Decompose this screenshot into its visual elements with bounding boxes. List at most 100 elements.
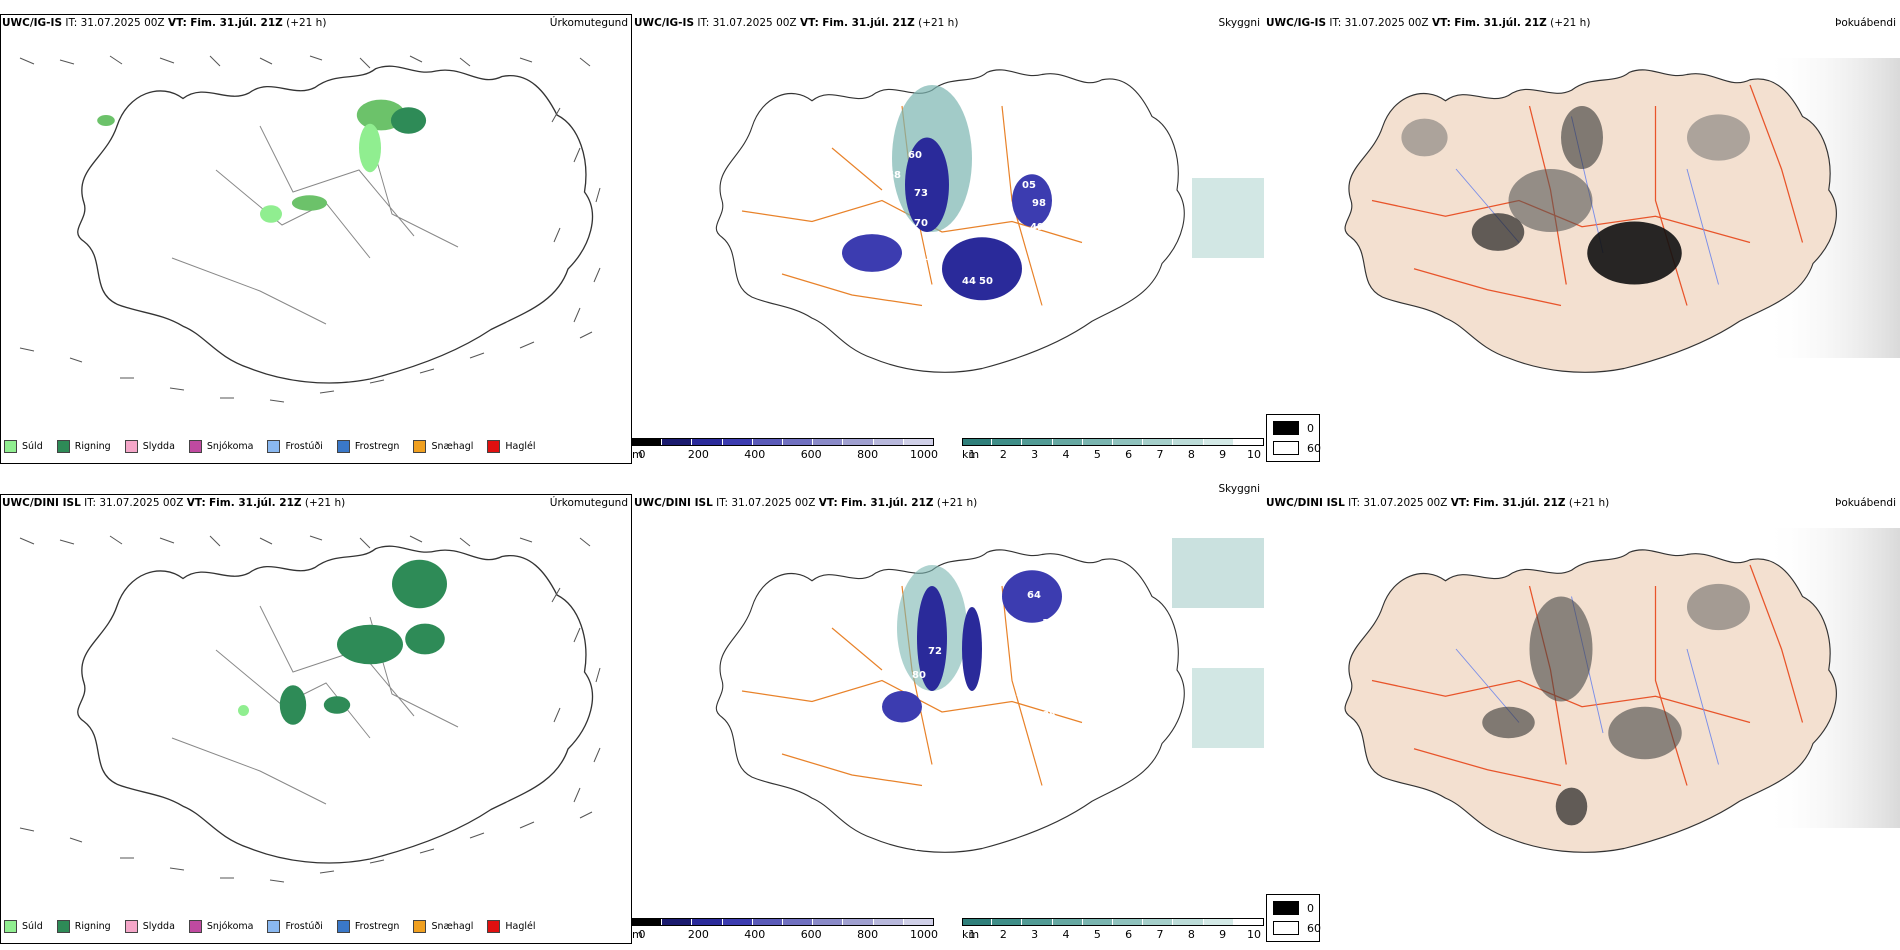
colorbar-segment [1143, 438, 1174, 446]
model-name: UWC/DINI ISL [1266, 497, 1345, 509]
svg-text:85: 85 [927, 690, 941, 701]
fog-legend-row: 0 [1273, 901, 1314, 915]
it-label: IT: [697, 17, 710, 29]
fog-legend-label: 60 [1307, 921, 1321, 935]
colorbar-tick-label: 9 [1219, 928, 1227, 941]
colorbar-tick-label: 400 [744, 448, 766, 461]
colorbar-tick-label: 6 [1125, 448, 1133, 461]
colorbar-tick-label: 5 [1093, 448, 1101, 461]
lead-time: (+21 h) [918, 17, 959, 29]
colorbar-tick-label: 800 [857, 448, 879, 461]
colorbar-frame [632, 438, 934, 446]
fog-map [1344, 58, 1900, 373]
legend-item: Haglél [487, 920, 536, 933]
panel-title: Úrkomutegund [549, 17, 628, 29]
colorbar-segment [1082, 918, 1113, 926]
colorbar-tick-label: 800 [857, 928, 879, 941]
colorbar-segment [632, 438, 663, 446]
legend-item: Súld [4, 440, 43, 453]
vt-label: VT: [799, 17, 819, 29]
vt-value: Fim. 31.júl. 21Z [1454, 17, 1547, 29]
legend-label: Súld [22, 441, 43, 452]
lead-time: (+21 h) [286, 17, 327, 29]
it-value: 31.07.2025 00Z [712, 17, 797, 29]
visibility-colorbar: km 1 2 3 4 5 6 7 8 9 10 [962, 438, 1264, 461]
vt-label: VT: [1431, 17, 1451, 29]
it-value: 31.07.2025 00Z [1344, 17, 1429, 29]
colorbar-segment [783, 918, 814, 926]
colorbar-unit: km [962, 448, 980, 461]
precip-map-frame [0, 494, 632, 944]
colorbar-segment [1113, 438, 1144, 446]
svg-text:67: 67 [947, 722, 961, 733]
row1-visibility-panel: UWC/IG-IS IT: 31.07.2025 00Z VT: Fim. 31… [632, 14, 1264, 464]
svg-text:72: 72 [928, 646, 942, 657]
svg-text:63: 63 [1012, 660, 1026, 671]
colorbar-tick-label: 8 [1187, 928, 1195, 941]
legend-item: Frostregn [336, 920, 399, 933]
it-label: IT: [84, 497, 97, 509]
panel-header: UWC/DINI ISL IT: 31.07.2025 00Z VT: Fim.… [1264, 494, 1900, 510]
svg-text:79: 79 [900, 722, 914, 733]
colorbar-tick-label: 10 [1247, 928, 1261, 941]
precip-map-frame [0, 14, 632, 464]
it-label: IT: [716, 497, 729, 509]
colorbar-tick-label: 200 [687, 928, 709, 941]
row1-fog-panel: UWC/IG-IS IT: 31.07.2025 00Z VT: Fim. 31… [1264, 14, 1900, 464]
colorbar-segment [692, 918, 723, 926]
row2-fog-panel: UWC/DINI ISL IT: 31.07.2025 00Z VT: Fim.… [1264, 494, 1900, 944]
svg-text:32: 32 [1100, 618, 1114, 629]
colorbar-segment [1113, 918, 1144, 926]
svg-text:68: 68 [887, 170, 901, 181]
panel-title: Skyggni [1218, 483, 1261, 495]
svg-text:106: 106 [1042, 618, 1063, 629]
colorbar-unit: m [632, 928, 643, 941]
colorbar-tick-label: 4 [1062, 928, 1070, 941]
model-name: UWC/DINI ISL [2, 497, 81, 509]
it-label: IT: [65, 17, 78, 29]
colorbar-unit: km [962, 928, 980, 941]
cloud-base-colorbar: m 0 200 400 600 800 1000 [632, 918, 938, 941]
it-value: 31.07.2025 00Z [731, 497, 816, 509]
vt-value: Fim. 31.júl. 21Z [822, 17, 915, 29]
colorbar-tick-label: 1 [968, 448, 976, 461]
svg-text:45: 45 [912, 842, 926, 853]
panel-title: Þokuábendi [1835, 497, 1896, 509]
colorbar-tick-label: 600 [800, 928, 822, 941]
panel-header: UWC/IG-IS IT: 31.07.2025 00Z VT: Fim. 31… [1264, 14, 1900, 30]
colorbar-segment [1173, 438, 1204, 446]
model-name: UWC/IG-IS [2, 17, 63, 29]
colorbar-segment [662, 918, 693, 926]
fog-map [1344, 528, 1900, 853]
svg-text:70: 70 [914, 218, 928, 229]
svg-text:45: 45 [1002, 300, 1016, 311]
vt-value: Fim. 31.júl. 21Z [1473, 497, 1566, 509]
svg-text:60: 60 [908, 150, 922, 161]
colorbar-segment [962, 438, 993, 446]
colorbar-segment [783, 438, 814, 446]
colorbar-segment [992, 438, 1023, 446]
colorbar-segment [1022, 438, 1053, 446]
legend-item: Haglél [487, 440, 536, 453]
model-name: UWC/DINI ISL [634, 497, 713, 509]
colorbar-tick-label: 200 [687, 448, 709, 461]
colorbar-tick-label: 0 [638, 448, 646, 461]
vt-value: Fim. 31.júl. 21Z [841, 497, 934, 509]
precip-map [19, 535, 601, 883]
legend-item: Frostregn [336, 440, 399, 453]
colorbar-tick-label: 3 [1031, 928, 1039, 941]
colorbar-frame [632, 918, 934, 926]
svg-text:98: 98 [1032, 198, 1046, 209]
svg-text:60: 60 [846, 754, 860, 765]
colorbar-tick-label: 1000 [910, 928, 938, 941]
legend-item: Snjókoma [188, 920, 253, 933]
colorbar-tick-label: 0 [638, 928, 646, 941]
colorbar-segment [962, 918, 993, 926]
svg-text:126: 126 [1072, 618, 1093, 629]
vt-value: Fim. 31.júl. 21Z [190, 17, 283, 29]
colorbar-segment [813, 918, 844, 926]
svg-text:41: 41 [918, 252, 932, 263]
it-label: IT: [1348, 497, 1361, 509]
vt-label: VT: [818, 497, 838, 509]
